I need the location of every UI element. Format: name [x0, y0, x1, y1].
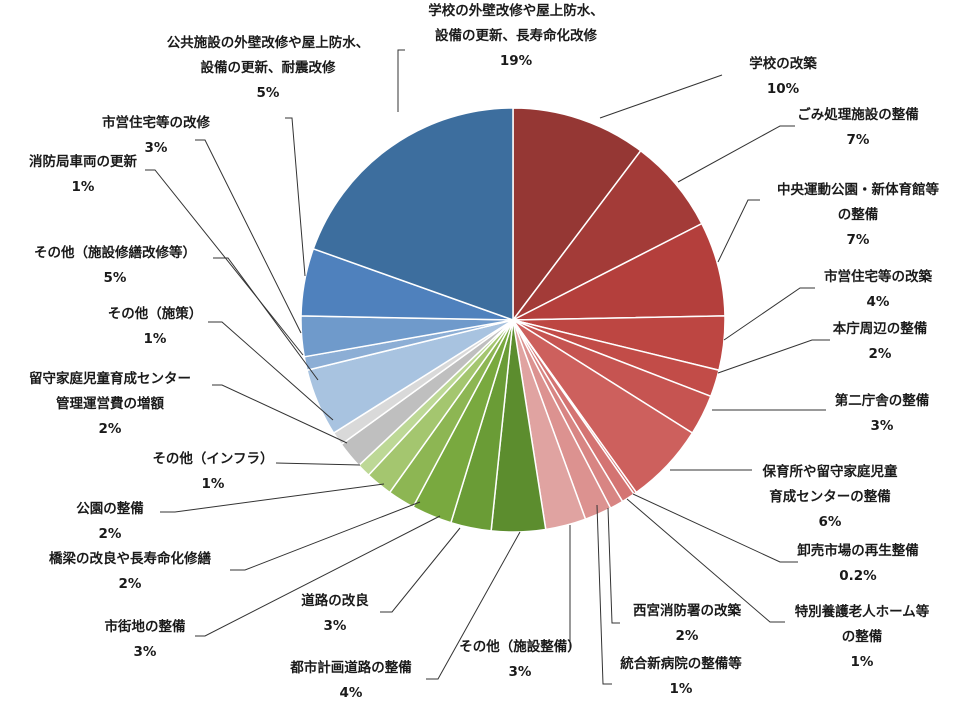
slice-percent-label: 2% [99, 421, 122, 437]
slice-percent-label: 1% [72, 179, 95, 195]
slice-percent-label: 3% [509, 664, 532, 680]
leader-line-11 [607, 507, 620, 624]
leader-line-25 [397, 49, 405, 112]
leader-line-21 [213, 257, 319, 381]
slice-name-label: その他（インフラ） [152, 450, 273, 467]
slice-percent-label: 10% [767, 81, 800, 97]
pie-slice-25 [312, 107, 514, 322]
slice-percent-label: 7% [847, 232, 870, 248]
slice-name-label: 市営住宅等の改築 [824, 268, 932, 285]
slice-name-label: 市営住宅等の改修 [102, 114, 210, 131]
slice-percent-label: 1% [202, 476, 225, 492]
slice-percent-label: 4% [340, 685, 363, 701]
slice-name-label: 都市計画道路の整備 [289, 659, 412, 676]
leader-line-4 [723, 287, 815, 341]
slice-name-label: その他（施策） [108, 305, 203, 322]
leader-line-8 [632, 493, 798, 563]
slice-percent-label: 5% [104, 270, 127, 286]
slice-name-label: 学校の改築 [749, 55, 817, 72]
slice-name-label: 橋梁の改良や長寿命化修繕 [49, 550, 211, 567]
slice-name-label: その他（施設修繕改修等） [34, 244, 196, 261]
leader-line-2 [677, 125, 795, 183]
slice-percent-label: 7% [847, 132, 870, 148]
leader-line-16 [230, 501, 421, 571]
leader-line-9 [626, 498, 785, 623]
pie-slice-1 [512, 107, 642, 323]
slice-percent-label: 4% [867, 294, 890, 310]
slice-percent-label: 3% [145, 140, 168, 156]
slice-percent-label: 19% [500, 53, 533, 69]
slice-name-label: 公園の整備 [76, 500, 144, 517]
slice-percent-label: 0.2% [839, 568, 877, 584]
leader-line-19 [212, 384, 348, 444]
leader-line-5 [717, 339, 830, 374]
slice-name-label: の整備 [842, 628, 883, 645]
slice-name-label: 消防局車両の更新 [29, 153, 137, 170]
slice-name-label: 卸売市場の再生整備 [797, 542, 919, 559]
slice-percent-label: 3% [871, 418, 894, 434]
pie-slices [300, 107, 726, 533]
leader-line-1 [599, 74, 723, 119]
slice-name-label: の整備 [838, 206, 879, 223]
slice-name-label: 保育所や留守家庭児童 [762, 463, 898, 480]
leader-line-23 [195, 139, 302, 334]
slice-name-label: 西宮消防署の改築 [633, 602, 741, 619]
slice-name-label: 市街地の整備 [105, 618, 186, 635]
slice-name-label: 統合新病院の整備等 [620, 655, 742, 672]
slice-name-label: 中央運動公園・新体育館等 [777, 181, 939, 198]
leader-line-15 [195, 515, 441, 637]
slice-percent-label: 1% [670, 681, 693, 697]
slice-name-label: 第二庁舎の整備 [835, 392, 930, 409]
slice-percent-label: 6% [819, 514, 842, 530]
leader-line-18 [275, 462, 361, 466]
slice-percent-label: 2% [676, 628, 699, 644]
slice-name-label: 公共施設の外壁改修や屋上防水、 [167, 34, 370, 51]
leader-line-22 [145, 169, 304, 356]
slice-percent-label: 2% [99, 526, 122, 542]
leader-line-20 [208, 321, 334, 421]
leader-line-10 [596, 504, 612, 685]
leader-lines [145, 49, 830, 685]
slice-percent-label: 3% [324, 618, 347, 634]
slice-name-label: 留守家庭児童育成センター [29, 370, 191, 387]
slice-name-label: 設備の更新、耐震改修 [201, 59, 336, 76]
slice-name-label: 道路の改良 [301, 592, 369, 609]
slice-percent-label: 3% [134, 644, 157, 660]
leader-line-17 [160, 483, 385, 513]
slice-labels: 学校の改築10%ごみ処理施設の整備7%中央運動公園・新体育館等の整備7%市営住宅… [29, 2, 939, 701]
slice-percent-label: 5% [257, 85, 280, 101]
slice-name-label: 本庁周辺の整備 [833, 320, 928, 337]
slice-name-label: 学校の外壁改修や屋上防水、 [428, 2, 604, 19]
slice-name-label: ごみ処理施設の整備 [797, 106, 919, 123]
leader-line-24 [285, 117, 306, 277]
slice-name-label: 育成センターの整備 [769, 488, 891, 505]
slice-name-label: 管理運営費の増額 [56, 395, 164, 412]
slice-name-label: 設備の更新、長寿命化改修 [435, 27, 597, 44]
slice-name-label: その他（施設整備） [459, 638, 581, 655]
leader-line-14 [380, 527, 461, 613]
slice-name-label: 特別養護老人ホーム等 [795, 603, 930, 620]
leader-line-13 [426, 531, 521, 680]
leader-line-3 [717, 199, 760, 263]
slice-percent-label: 2% [119, 576, 142, 592]
slice-percent-label: 1% [144, 331, 167, 347]
slice-percent-label: 2% [869, 346, 892, 362]
slice-percent-label: 1% [851, 654, 874, 670]
